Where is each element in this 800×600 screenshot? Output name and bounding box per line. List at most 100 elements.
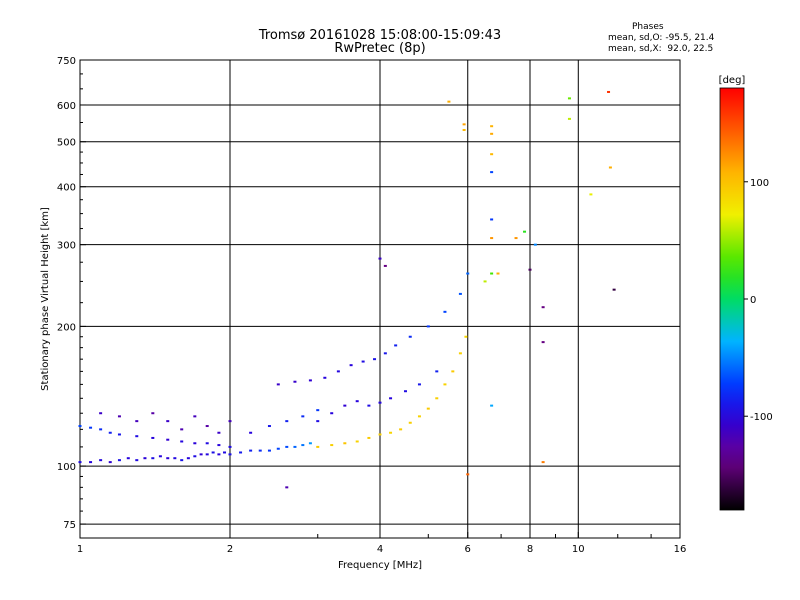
- data-point: [99, 459, 103, 462]
- data-point: [490, 404, 494, 407]
- data-point: [383, 264, 387, 267]
- data-point: [166, 457, 170, 460]
- data-point: [267, 425, 271, 428]
- y-tick-label: 300: [57, 241, 76, 252]
- phase-heading: Phases: [632, 22, 664, 32]
- data-point: [399, 428, 403, 431]
- data-point: [217, 431, 221, 434]
- data-point: [490, 132, 494, 135]
- data-point: [367, 404, 371, 407]
- data-point: [276, 383, 280, 386]
- data-point: [186, 457, 190, 460]
- data-point: [180, 428, 184, 431]
- data-point: [383, 352, 387, 355]
- data-point: [249, 431, 253, 434]
- data-point: [355, 400, 359, 403]
- data-point: [426, 407, 430, 410]
- data-point: [514, 237, 518, 240]
- y-axis-title: Stationary phase Virtual Height [km]: [40, 207, 51, 391]
- data-point: [447, 100, 451, 103]
- data-point: [607, 90, 611, 93]
- x-tick-label: 2: [227, 544, 233, 555]
- data-point: [612, 288, 616, 291]
- data-point: [330, 444, 334, 447]
- y-tick-label: 200: [57, 322, 76, 333]
- data-point: [408, 335, 412, 338]
- data-point: [166, 438, 170, 441]
- data-point: [458, 352, 462, 355]
- data-point: [228, 453, 232, 456]
- data-point: [389, 431, 393, 434]
- grid-lines: [80, 60, 680, 538]
- data-point: [378, 257, 382, 260]
- data-point: [417, 383, 421, 386]
- data-point: [99, 412, 103, 415]
- data-point: [394, 344, 398, 347]
- data-point: [361, 360, 365, 363]
- data-point: [293, 445, 297, 448]
- data-point: [316, 420, 320, 423]
- data-point: [343, 442, 347, 445]
- data-point: [89, 461, 93, 464]
- data-point: [285, 445, 289, 448]
- data-point: [151, 457, 155, 460]
- colorbar-unit-label: [deg]: [719, 75, 746, 86]
- data-point: [528, 268, 532, 271]
- colorbar-tick-label: 0: [750, 295, 756, 306]
- y-tick-label: 400: [57, 183, 76, 194]
- data-point: [151, 436, 155, 439]
- data-point: [135, 420, 139, 423]
- data-point: [135, 459, 139, 462]
- data-point: [78, 425, 82, 428]
- data-point: [608, 166, 612, 169]
- data-point: [451, 370, 455, 373]
- y-tick-label: 600: [57, 101, 76, 112]
- data-point: [108, 431, 112, 434]
- data-point: [117, 415, 121, 418]
- data-point: [589, 193, 593, 196]
- data-point: [239, 451, 243, 454]
- data-point: [466, 473, 470, 476]
- data-point: [490, 153, 494, 156]
- colorbar-strip: [719, 87, 745, 511]
- data-point: [258, 449, 262, 452]
- data-point: [173, 457, 177, 460]
- data-point: [490, 125, 494, 128]
- x-axis-title: Frequency [MHz]: [338, 560, 422, 571]
- data-point: [403, 390, 407, 393]
- data-point: [336, 370, 340, 373]
- x-tick-label: 16: [674, 544, 687, 555]
- data-point: [443, 310, 447, 313]
- chart-subtitle: RwPretec (8p): [334, 41, 426, 56]
- data-point: [193, 455, 197, 458]
- data-point: [205, 453, 209, 456]
- data-point: [158, 455, 162, 458]
- x-tick-label: 1: [77, 544, 83, 555]
- data-point: [541, 341, 545, 344]
- data-point: [483, 280, 487, 283]
- data-point: [89, 426, 93, 429]
- data-point: [205, 442, 209, 445]
- chart-title: Tromsø 20161028 15:08:00-15:09:43: [258, 28, 502, 43]
- data-point: [180, 440, 184, 443]
- data-point: [378, 401, 382, 404]
- data-point: [458, 292, 462, 295]
- data-point: [490, 218, 494, 221]
- data-point: [308, 442, 312, 445]
- data-point: [301, 444, 305, 447]
- data-point: [276, 447, 280, 450]
- x-tick-label: 6: [465, 544, 471, 555]
- data-point: [330, 412, 334, 415]
- data-point: [417, 415, 421, 418]
- x-tick-label: 10: [572, 544, 585, 555]
- data-point: [567, 117, 571, 120]
- data-point: [249, 449, 253, 452]
- colorbar-tick-label: 100: [750, 178, 769, 189]
- data-point: [367, 436, 371, 439]
- data-point: [117, 433, 121, 436]
- data-point: [228, 420, 232, 423]
- data-point: [462, 128, 466, 131]
- data-point: [323, 376, 327, 379]
- data-point: [193, 415, 197, 418]
- data-point: [490, 171, 494, 174]
